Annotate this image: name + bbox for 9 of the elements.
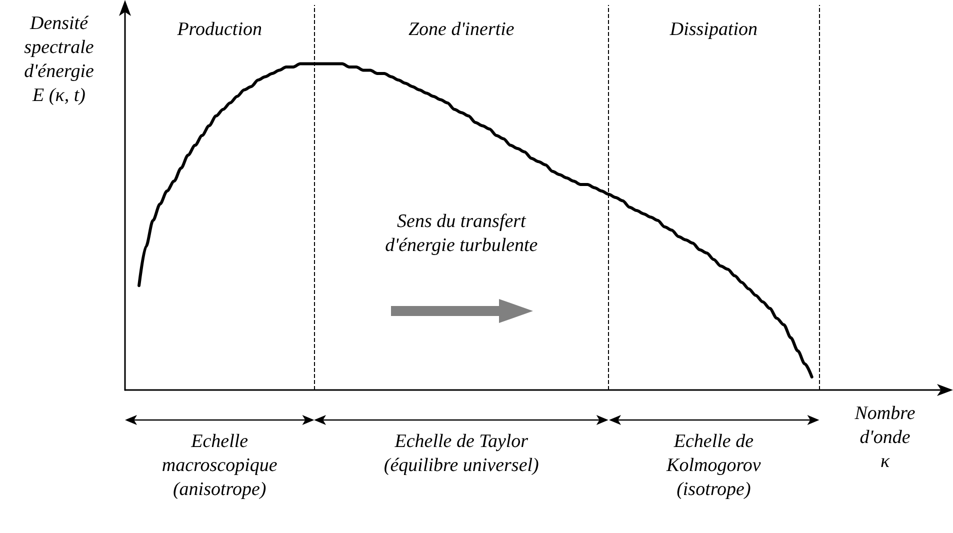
- text: Zone d'inertie: [407, 18, 516, 42]
- annotation: Sens du transfert d'énergie turbulente: [384, 210, 539, 258]
- y-axis-title: Densité spectrale d'énergie E (κ, t): [23, 12, 95, 108]
- text: Production: [176, 18, 263, 42]
- text: Echelle macroscopique (anisotrope): [160, 430, 278, 502]
- text: Dissipation: [668, 18, 759, 42]
- text: Echelle de Kolmogorov (isotrope): [665, 430, 762, 502]
- text: Echelle de Taylor (équilibre universel): [382, 430, 540, 478]
- x-axis-title: Nombre d'onde κ: [854, 402, 916, 474]
